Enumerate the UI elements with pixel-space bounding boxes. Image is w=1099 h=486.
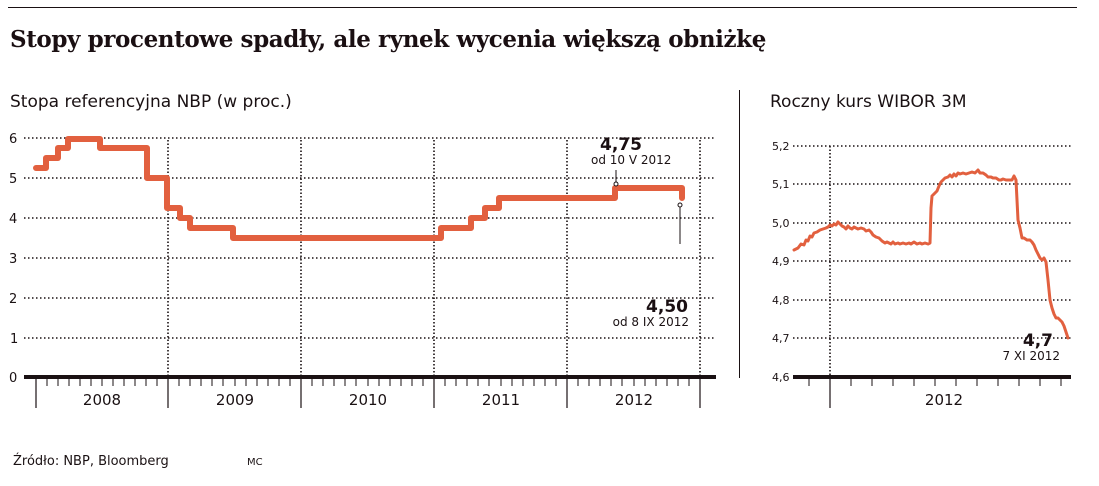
left-gridlines [24, 137, 714, 339]
y-tick-4: 4 [9, 212, 17, 227]
annotation-475-label: od 10 V 2012 [591, 153, 671, 167]
right-year-label-2012: 2012 [925, 391, 963, 409]
y-tick-5-0: 5,0 [772, 217, 790, 230]
y-tick-5: 5 [9, 172, 17, 187]
year-label-2009: 2009 [216, 391, 254, 409]
y-tick-5-2: 5,2 [772, 140, 790, 153]
right-chart-title: Roczny kurs WIBOR 3M [770, 92, 967, 112]
y-tick-4-9: 4,9 [772, 255, 790, 268]
year-label-2010: 2010 [349, 391, 387, 409]
top-rule [8, 7, 1077, 8]
y-tick-4-7: 4,7 [772, 332, 790, 345]
annotation-475: 4,75 od 10 V 2012 [591, 135, 671, 187]
left-year-ticks [35, 379, 701, 408]
right-month-ticks [808, 379, 1062, 386]
chart-divider [739, 90, 740, 378]
right-gridlines [793, 145, 1071, 339]
annotation-wibor-value: 4,7 [1023, 331, 1053, 351]
y-tick-5-1: 5,1 [772, 178, 790, 191]
right-y-axis-labels: 5,2 5,1 5,0 4,9 4,8 4,7 4,6 [772, 140, 790, 384]
year-label-2011: 2011 [482, 391, 520, 409]
annotation-450-label: od 8 IX 2012 [613, 315, 689, 329]
author-initials: MC [247, 457, 263, 468]
annotation-475-value: 4,75 [600, 135, 642, 155]
left-month-ticks [46, 379, 690, 386]
nbp-rate-line [33, 136, 685, 241]
annotation-450-value: 4,50 [646, 297, 688, 317]
annotation-wibor-label: 7 XI 2012 [1002, 349, 1060, 363]
y-tick-2: 2 [9, 292, 17, 307]
y-tick-4-6: 4,6 [772, 371, 790, 384]
annotation-wibor-47: 4,7 7 XI 2012 [1002, 331, 1060, 363]
page-title: Stopy procentowe spadły, ale rynek wycen… [10, 26, 766, 53]
left-chart-title: Stopa referencyjna NBP (w proc.) [10, 92, 292, 112]
y-tick-4-8: 4,8 [772, 294, 790, 307]
left-y-axis-labels: 6 5 4 3 2 1 0 [9, 132, 18, 386]
right-chart: 5,2 5,1 5,0 4,9 4,8 4,7 4,6 2012 [772, 140, 1071, 409]
y-tick-6: 6 [9, 132, 17, 147]
year-label-2012: 2012 [615, 391, 653, 409]
y-tick-1: 1 [10, 332, 18, 347]
left-x-axis-labels: 2008 2009 2010 2011 2012 [83, 391, 653, 409]
annotation-450: 4,50 od 8 IX 2012 [613, 202, 689, 329]
left-chart: 6 5 4 3 2 1 0 2008 [9, 132, 716, 409]
y-tick-3: 3 [9, 252, 17, 267]
y-tick-0: 0 [9, 371, 17, 386]
wibor-line [792, 168, 1070, 340]
year-label-2008: 2008 [83, 391, 121, 409]
source-note: Źródło: NBP, Bloomberg [13, 454, 169, 469]
